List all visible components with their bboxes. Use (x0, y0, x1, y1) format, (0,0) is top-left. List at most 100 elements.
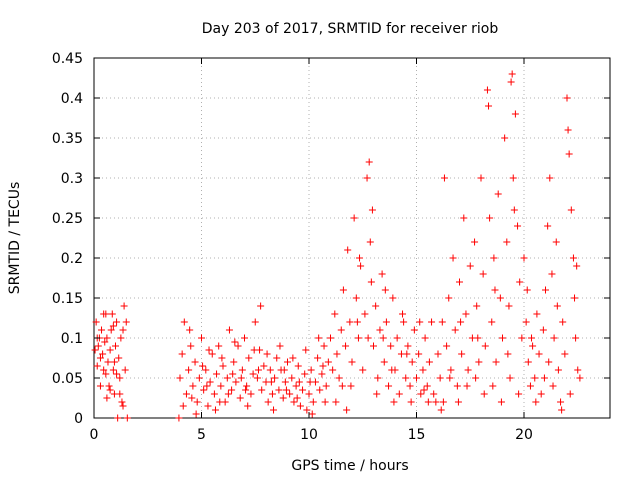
x-tick-label: 0 (90, 427, 99, 443)
data-point (445, 294, 453, 302)
data-point (315, 334, 323, 342)
data-point (324, 358, 332, 366)
data-point (416, 318, 424, 326)
data-point (564, 126, 572, 134)
data-point (238, 366, 246, 374)
data-point (363, 174, 371, 182)
data-point (329, 366, 337, 374)
data-point (523, 286, 531, 294)
data-point (103, 394, 111, 402)
data-point (516, 278, 524, 286)
data-point (374, 374, 382, 382)
data-point (180, 318, 188, 326)
data-point (231, 338, 239, 346)
data-point (276, 342, 284, 350)
data-point (108, 310, 116, 318)
data-point (532, 398, 540, 406)
data-point (356, 254, 364, 262)
y-tick-label: 0.45 (52, 51, 83, 67)
data-point (286, 390, 294, 398)
y-tick-label: 0.3 (61, 171, 83, 187)
data-point (454, 398, 462, 406)
data-point (542, 286, 549, 294)
data-point (219, 362, 227, 370)
data-point (257, 302, 265, 310)
data-point (213, 370, 221, 378)
data-point (389, 294, 397, 302)
data-point (284, 358, 291, 366)
data-point (550, 334, 558, 342)
data-point (343, 406, 351, 414)
data-point (535, 350, 543, 358)
data-point (106, 386, 114, 394)
data-point (438, 318, 446, 326)
data-point (210, 390, 218, 398)
data-point (399, 310, 407, 318)
data-point (531, 374, 539, 382)
data-point (436, 374, 444, 382)
data-point (558, 406, 566, 414)
data-point (485, 102, 493, 110)
data-point (407, 398, 415, 406)
data-point (195, 374, 203, 382)
data-point (378, 270, 386, 278)
data-point (403, 350, 411, 358)
data-point (481, 342, 489, 350)
data-point (122, 318, 130, 326)
data-point (102, 370, 110, 378)
data-point (561, 350, 569, 358)
y-tick-label: 0.35 (52, 131, 83, 147)
data-point (458, 350, 466, 358)
data-point (449, 254, 457, 262)
data-point (372, 302, 380, 310)
data-point (544, 222, 552, 230)
data-point (342, 342, 350, 350)
data-point (566, 390, 574, 398)
data-point (406, 382, 414, 390)
data-point (263, 350, 271, 358)
data-point (236, 394, 244, 402)
data-point (270, 406, 278, 414)
data-point (232, 378, 240, 386)
x-tick-label: 20 (515, 427, 533, 443)
x-tick-label: 5 (197, 427, 206, 443)
chart-title: Day 203 of 2017, SRMTID for receiver rio… (202, 21, 499, 37)
data-point (192, 410, 200, 418)
data-point (251, 318, 259, 326)
x-axis-label: GPS time / hours (291, 458, 408, 474)
data-point (421, 334, 429, 342)
data-point (121, 366, 129, 374)
data-point (471, 238, 479, 246)
data-point (439, 398, 447, 406)
data-point (565, 150, 573, 158)
data-point (91, 346, 99, 354)
data-point (120, 302, 128, 310)
data-point (424, 398, 432, 406)
data-point (247, 390, 255, 398)
data-point (98, 326, 106, 334)
data-point (110, 358, 118, 366)
data-point (119, 326, 127, 334)
data-point (182, 390, 190, 398)
data-point (508, 70, 516, 78)
data-point (217, 382, 225, 390)
data-point (211, 406, 219, 414)
data-point (440, 174, 448, 182)
data-point (428, 318, 436, 326)
data-point (253, 374, 261, 382)
data-point (268, 390, 276, 398)
data-point (393, 334, 401, 342)
data-point (307, 366, 315, 374)
data-point (344, 246, 352, 254)
data-point (267, 378, 275, 386)
data-point (264, 398, 272, 406)
data-point (186, 326, 194, 334)
data-point (387, 342, 395, 350)
data-point (113, 318, 121, 326)
data-point (477, 174, 485, 182)
data-point (540, 374, 548, 382)
data-point (552, 238, 560, 246)
data-point (390, 398, 398, 406)
data-point (366, 238, 374, 246)
